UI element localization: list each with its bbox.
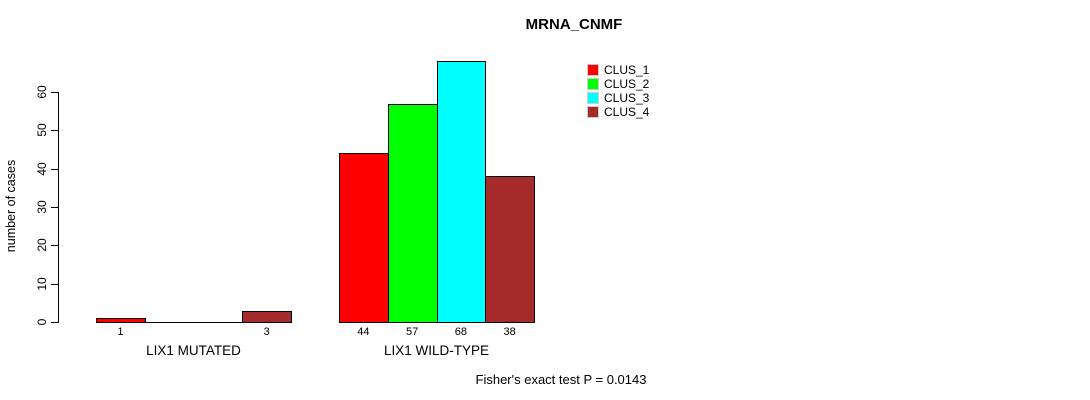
legend-row: CLUS_1 — [587, 63, 649, 77]
y-tick-label: 0 — [35, 318, 49, 326]
y-tick — [51, 322, 58, 323]
y-tick — [51, 168, 58, 170]
bar-value-label: 57 — [406, 326, 419, 338]
y-tick — [51, 245, 58, 247]
y-tick — [51, 207, 58, 208]
legend-swatch — [587, 92, 599, 104]
bar — [387, 103, 438, 323]
bar — [242, 310, 292, 323]
bar-value-label: 38 — [503, 326, 516, 338]
legend-row: CLUS_2 — [587, 77, 649, 91]
y-tick-label: 10 — [35, 276, 49, 291]
y-tick-label: 50 — [35, 123, 49, 138]
legend-row: CLUS_3 — [587, 91, 649, 105]
group-baseline — [96, 322, 291, 323]
bar — [485, 176, 535, 323]
y-tick — [51, 130, 58, 132]
bar-value-label: 3 — [263, 326, 270, 338]
chart-title: MRNA_CNMF — [525, 16, 623, 33]
y-tick — [51, 283, 58, 285]
legend-label: CLUS_4 — [604, 105, 650, 119]
group-label: LIX1 WILD-TYPE — [383, 343, 490, 358]
bar-value-label: 68 — [454, 326, 467, 338]
y-axis-line — [58, 92, 59, 323]
bar — [96, 318, 146, 323]
bar — [436, 61, 487, 323]
y-tick-label: 20 — [35, 238, 49, 253]
legend-label: CLUS_3 — [604, 91, 650, 105]
legend-row: CLUS_4 — [587, 105, 649, 119]
bar-value-label: 1 — [117, 326, 124, 338]
legend: CLUS_1 CLUS_2 CLUS_3 CLUS_4 — [587, 63, 649, 119]
y-tick-label: 60 — [35, 85, 49, 99]
y-tick-label: 40 — [35, 161, 49, 176]
y-tick-label: 30 — [35, 200, 49, 214]
bar-value-label: 44 — [357, 326, 370, 338]
legend-swatch — [587, 64, 599, 76]
fisher-test-annotation: Fisher's exact test P = 0.0143 — [475, 372, 647, 387]
legend-label: CLUS_1 — [604, 63, 650, 77]
group-label: LIX1 MUTATED — [146, 343, 241, 358]
legend-swatch — [587, 106, 599, 118]
y-axis-label: number of cases — [4, 159, 18, 253]
legend-swatch — [587, 78, 599, 90]
legend-label: CLUS_2 — [604, 77, 650, 91]
bar — [339, 153, 389, 323]
y-tick — [51, 92, 58, 93]
